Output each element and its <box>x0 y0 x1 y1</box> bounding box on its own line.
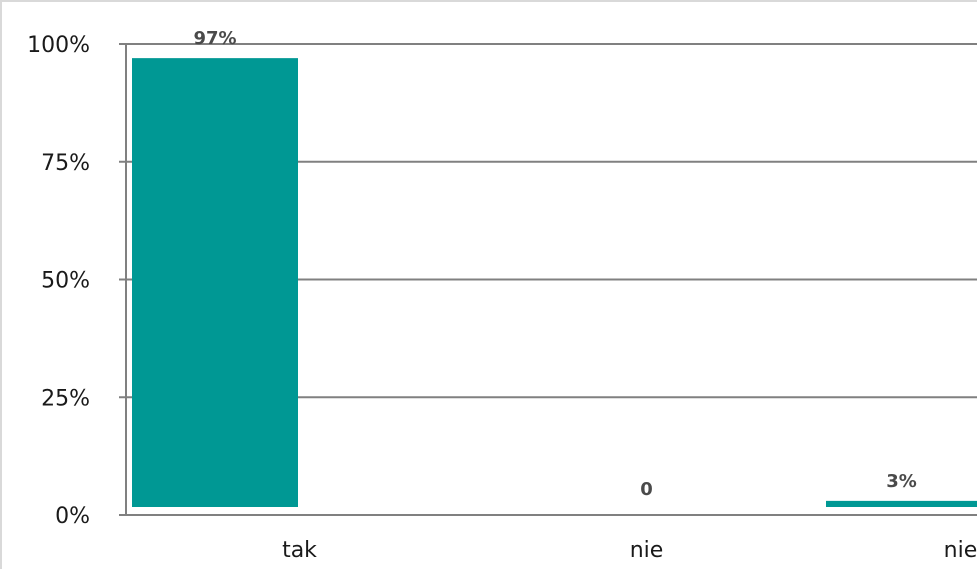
y-tick-label: 75% <box>41 151 90 176</box>
y-tick-label: 50% <box>41 269 90 294</box>
data-label: 97% <box>193 28 236 49</box>
axes <box>119 43 977 516</box>
bars <box>132 58 977 507</box>
data-label: 0 <box>640 479 653 500</box>
x-tick-label: nie <box>630 538 664 563</box>
bar-tak <box>132 58 298 507</box>
y-tick-label: 25% <box>41 386 90 411</box>
x-tick-label: tak <box>282 538 317 563</box>
x-tick-label: nie wiem <box>944 538 977 563</box>
labels: 0% 25% 50% 75% 100% 97% tak 0 nie 3% nie wiem <box>27 28 977 563</box>
bar-nie-wiem <box>826 500 977 507</box>
data-label: 3% <box>886 471 917 492</box>
y-tick-label: 100% <box>27 33 90 58</box>
y-tick-label: 0% <box>55 504 90 529</box>
